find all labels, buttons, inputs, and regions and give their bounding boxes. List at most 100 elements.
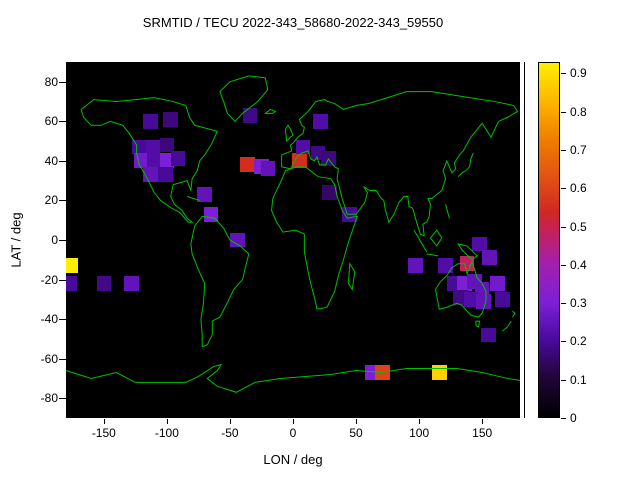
heatmap-cell — [495, 291, 510, 307]
heatmap-cell — [158, 167, 173, 183]
philippines-outline — [446, 204, 450, 218]
britain-outline — [285, 125, 293, 141]
plot-area — [66, 62, 520, 418]
heatmap-cell — [170, 151, 186, 167]
antarctica-outline — [66, 365, 520, 393]
tick-mark — [561, 341, 566, 343]
x-tick-label: -100 — [154, 426, 179, 440]
tick-mark — [561, 379, 566, 381]
tick-mark — [103, 419, 105, 424]
y-tick-label: 40 — [44, 153, 58, 168]
heatmap-cell — [197, 187, 212, 202]
heatmap-cell — [143, 167, 158, 183]
colorbar-tick-label: 0.8 — [570, 104, 587, 119]
x-tick-label: -150 — [91, 426, 116, 440]
y-tick-label: -60 — [40, 351, 58, 366]
tick-mark — [561, 226, 566, 228]
africa-outline — [272, 167, 358, 309]
sumatra-outline — [414, 230, 427, 252]
new-zealand-outline — [502, 311, 515, 331]
tick-mark — [59, 319, 66, 321]
y-tick-label: -80 — [40, 391, 58, 406]
tick-mark — [59, 121, 66, 123]
heatmap-cell — [476, 293, 491, 309]
x-tick-label: 0 — [289, 426, 297, 440]
heatmap-cell — [159, 137, 175, 153]
tick-mark — [229, 419, 231, 424]
y-tick-label: 80 — [44, 74, 58, 89]
heatmap-cell — [203, 206, 219, 222]
tick-mark — [561, 111, 566, 113]
tick-mark — [59, 398, 66, 400]
heatmap-cell — [408, 258, 423, 274]
colorbar-tick-label: 0.9 — [570, 66, 587, 81]
x-tick-label: 50 — [349, 426, 363, 440]
x-tick-label: 150 — [472, 426, 493, 440]
y-tick-label: 60 — [44, 114, 58, 129]
plot-right-double-border — [524, 62, 525, 418]
heatmap-cell — [482, 250, 497, 266]
tasmania-outline — [476, 321, 480, 327]
heatmap-cell — [163, 111, 178, 127]
y-tick-label: 0 — [51, 233, 58, 247]
heatmap-cell — [66, 258, 79, 274]
madagascar-outline — [348, 264, 354, 290]
tick-mark — [561, 150, 566, 152]
y-tick-label: -40 — [40, 312, 58, 327]
colorbar-tick-label: 0.6 — [570, 181, 587, 196]
heatmap-cell — [322, 185, 337, 200]
heatmap-cell — [131, 139, 147, 155]
heatmap-cell — [432, 365, 447, 380]
heatmap-cell — [313, 113, 328, 129]
colorbar-tick-label: 0.2 — [570, 334, 587, 349]
tick-mark — [561, 418, 566, 419]
heatmap-cell — [438, 258, 453, 274]
heatmap-cell — [66, 276, 78, 291]
heatmap-cell — [230, 232, 245, 248]
x-tick-label: -50 — [221, 426, 239, 440]
tick-mark — [561, 264, 566, 266]
heatmap-cell — [96, 276, 112, 291]
tick-mark — [561, 188, 566, 190]
heatmap-cell — [143, 113, 158, 129]
heatmap-cell — [145, 139, 161, 155]
heatmap-cell — [490, 276, 505, 291]
colorbar-tick-label: 0 — [570, 411, 577, 425]
colorbar-tick-label: 0.1 — [570, 372, 587, 387]
heatmap-cell — [292, 153, 307, 169]
tick-mark — [419, 419, 421, 424]
japan-outline — [458, 153, 473, 177]
heatmap-cell — [240, 157, 255, 173]
tick-mark — [356, 419, 358, 424]
iceland-outline — [265, 109, 275, 113]
y-tick-label: 20 — [44, 193, 58, 208]
heatmap-cell — [472, 236, 487, 252]
heatmap-cell — [242, 107, 258, 123]
heatmap-cell — [295, 139, 311, 155]
heatmap-cell — [260, 161, 276, 177]
tick-mark — [166, 419, 168, 424]
colorbar-tick-label: 0.3 — [570, 296, 587, 311]
borneo-outline — [430, 230, 441, 246]
coastline-paths — [66, 76, 520, 392]
y-tick-label: -20 — [40, 272, 58, 287]
x-axis-label: LON / deg — [263, 452, 323, 467]
heatmap-cell — [375, 365, 390, 380]
tick-mark — [59, 81, 66, 83]
heatmap-cell — [321, 151, 336, 167]
heatmap-cell — [459, 256, 475, 272]
world-map-outline — [66, 62, 520, 418]
tick-mark — [59, 200, 66, 202]
chart-title: SRMTID / TECU 2022-343_58680-2022-343_59… — [142, 15, 444, 30]
tick-mark — [59, 160, 66, 162]
x-tick-label: 100 — [409, 426, 430, 440]
colorbar — [538, 62, 560, 418]
colorbar-tick-label: 0.7 — [570, 143, 587, 158]
heatmap-cell — [124, 276, 139, 291]
colorbar-tick-label: 0.4 — [570, 257, 587, 272]
tick-mark — [293, 419, 294, 424]
tick-mark — [561, 303, 566, 305]
tick-mark — [482, 419, 484, 424]
tick-mark — [59, 279, 66, 281]
